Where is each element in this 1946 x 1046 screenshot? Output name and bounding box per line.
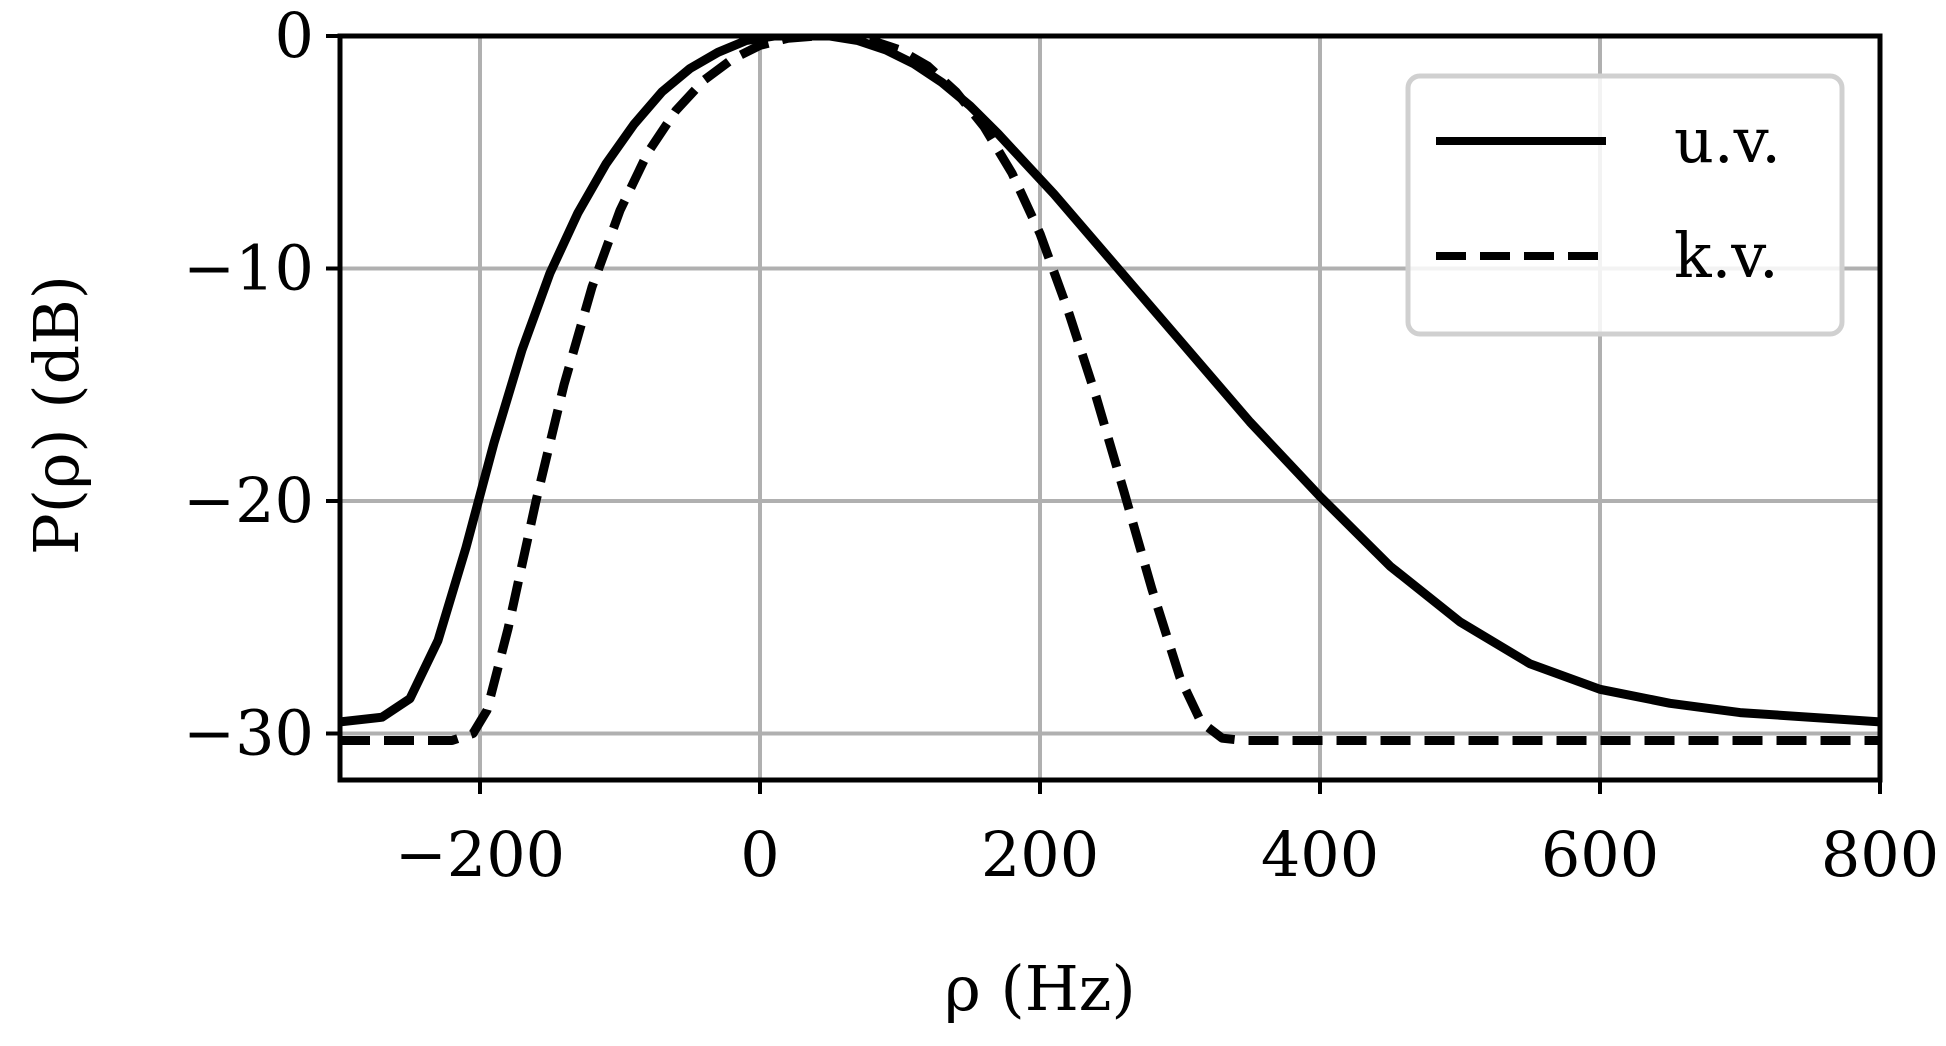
- y-tick-label: −30: [183, 697, 314, 770]
- y-tick-label: −10: [183, 232, 314, 305]
- y-axis-label: P(ρ) (dB): [20, 275, 93, 555]
- legend-label-uv: u.v.: [1674, 104, 1781, 177]
- x-tick-label: 200: [981, 818, 1099, 891]
- x-tick-label: 400: [1261, 818, 1379, 891]
- x-axis-label: ρ (Hz): [944, 952, 1135, 1025]
- x-tick-label: 600: [1541, 818, 1659, 891]
- x-tick-label: −200: [395, 818, 565, 891]
- series-line-kv: [340, 36, 1880, 745]
- y-tick-label: −20: [183, 464, 314, 537]
- ticks: −200 0 200 400 600 800 0 −10 −20 −30: [183, 0, 1939, 891]
- legend-label-kv: k.v.: [1674, 219, 1779, 292]
- series-layer: [340, 36, 1880, 745]
- plot-frame: [337, 33, 1883, 783]
- legend: u.v. k.v.: [1405, 73, 1845, 337]
- x-tick-label: 800: [1821, 818, 1939, 891]
- x-tick-label: 0: [740, 818, 779, 891]
- y-tick-label: 0: [275, 0, 314, 72]
